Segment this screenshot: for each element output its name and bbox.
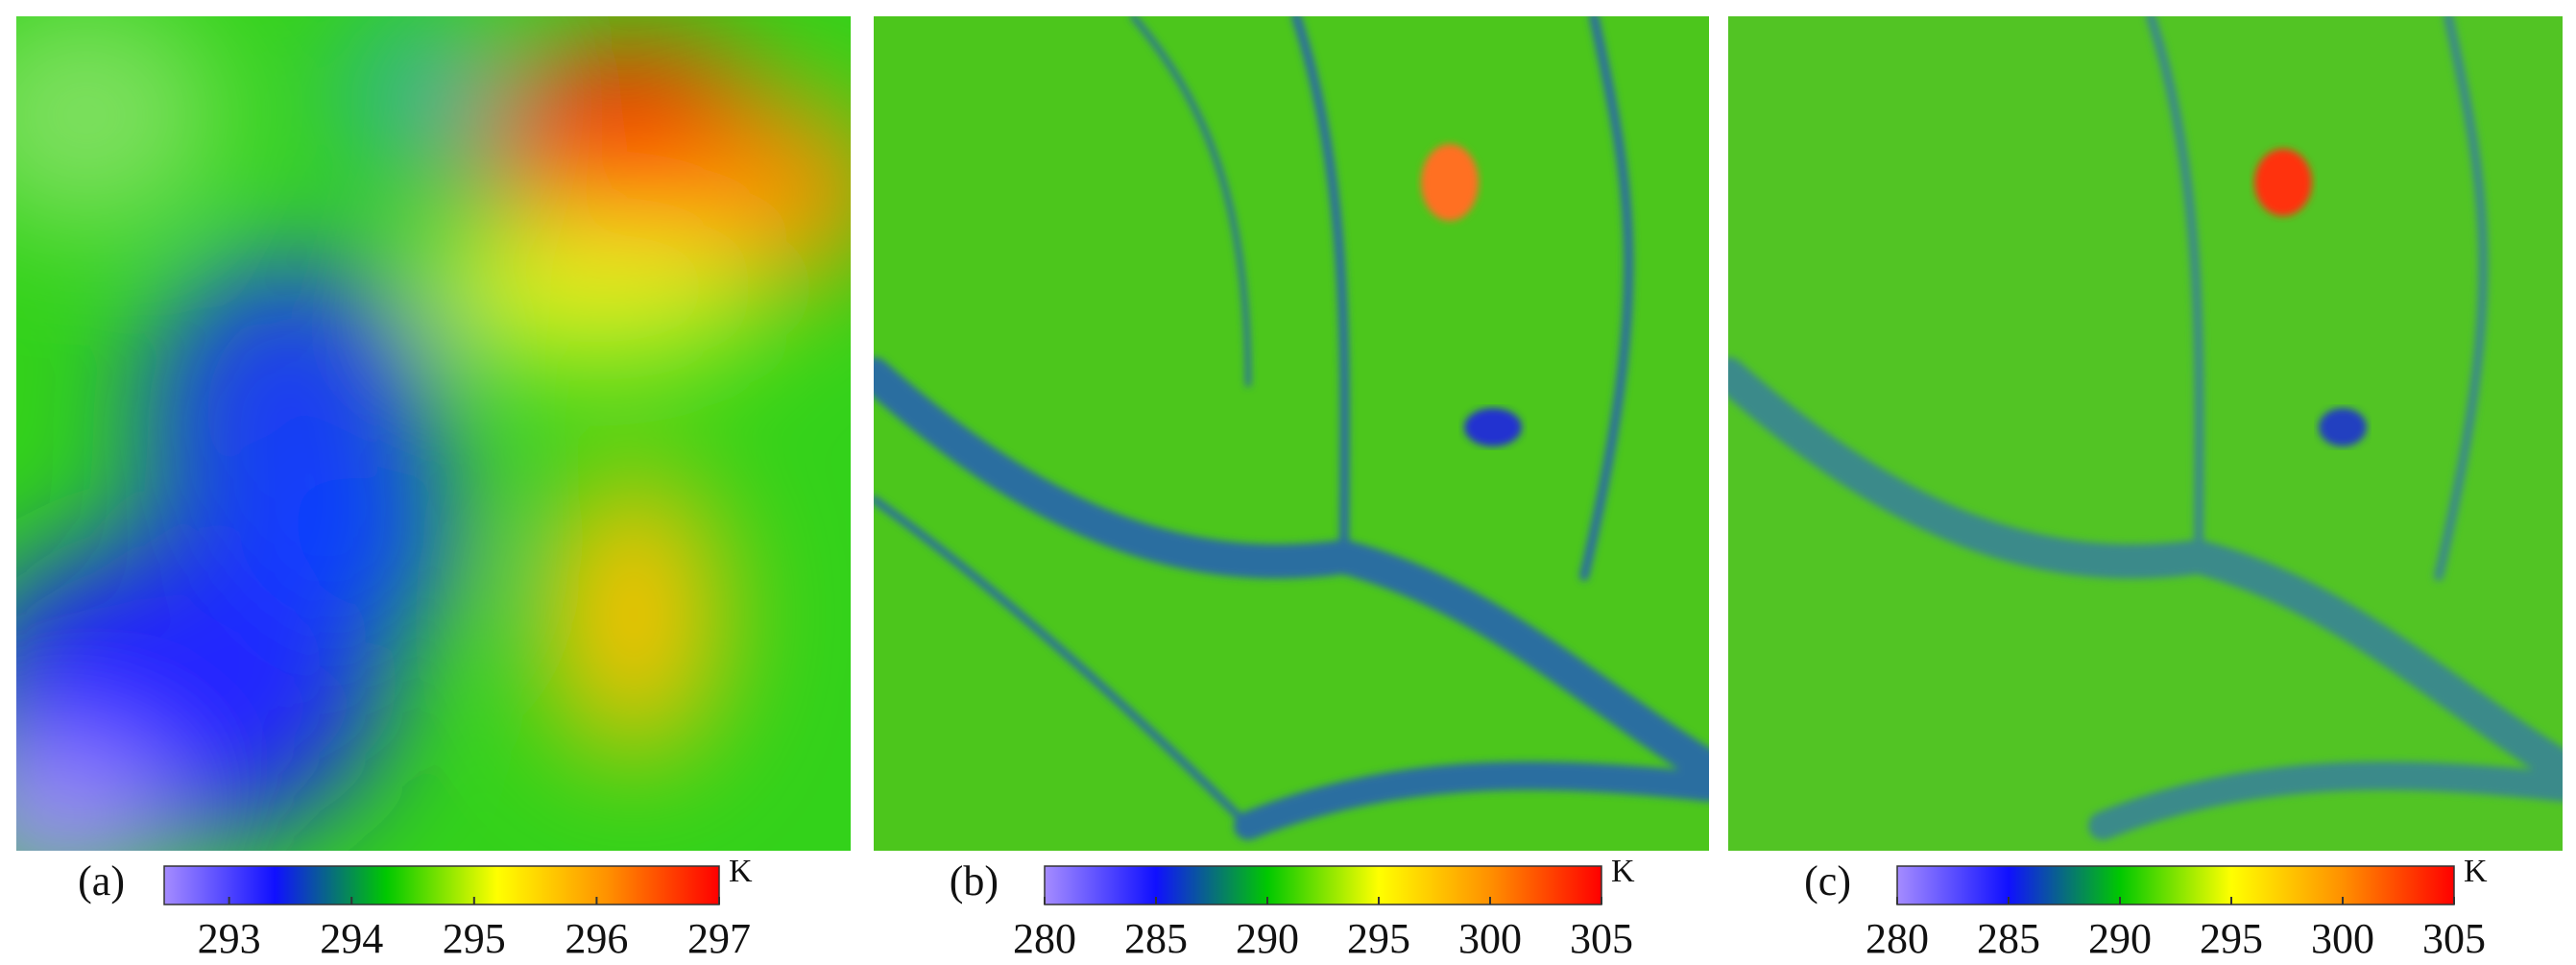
heatmap-image <box>1728 16 2563 851</box>
colorbar-tick-label: 295 <box>443 915 506 962</box>
colorbar-tick-label: 294 <box>320 915 383 962</box>
colorbar <box>163 865 720 905</box>
colorbar <box>1896 865 2455 905</box>
panel-label: (c) <box>1804 857 1851 905</box>
colorbar-tick-label: 295 <box>1347 915 1410 962</box>
colorbar-tick-label: 300 <box>1458 915 1522 962</box>
colorbar-tick-label: 285 <box>1977 915 2040 962</box>
colorbar-tick-label: 293 <box>198 915 261 962</box>
panel-label: (b) <box>950 857 999 905</box>
colorbar <box>1044 865 1602 905</box>
colorbar-tick-label: 280 <box>1013 915 1076 962</box>
colorbar-tick-label: 297 <box>687 915 751 962</box>
colorbar-tick-label: 300 <box>2311 915 2374 962</box>
colorbar-tick-label: 280 <box>1866 915 1929 962</box>
colorbar-unit: K <box>2464 854 2488 889</box>
colorbar-tick-label: 290 <box>2088 915 2152 962</box>
panel-label: (a) <box>78 857 125 905</box>
heatmap-image <box>16 16 851 851</box>
colorbar-unit: K <box>1611 854 1635 889</box>
colorbar-tick-label: 290 <box>1236 915 1299 962</box>
colorbar-unit: K <box>729 854 753 889</box>
colorbar-tick-label: 296 <box>565 915 628 962</box>
colorbar-tick-label: 305 <box>2422 915 2486 962</box>
heatmap-image <box>874 16 1709 851</box>
colorbar-tick-label: 305 <box>1570 915 1633 962</box>
colorbar-tick-label: 295 <box>2200 915 2263 962</box>
colorbar-tick-label: 285 <box>1124 915 1188 962</box>
